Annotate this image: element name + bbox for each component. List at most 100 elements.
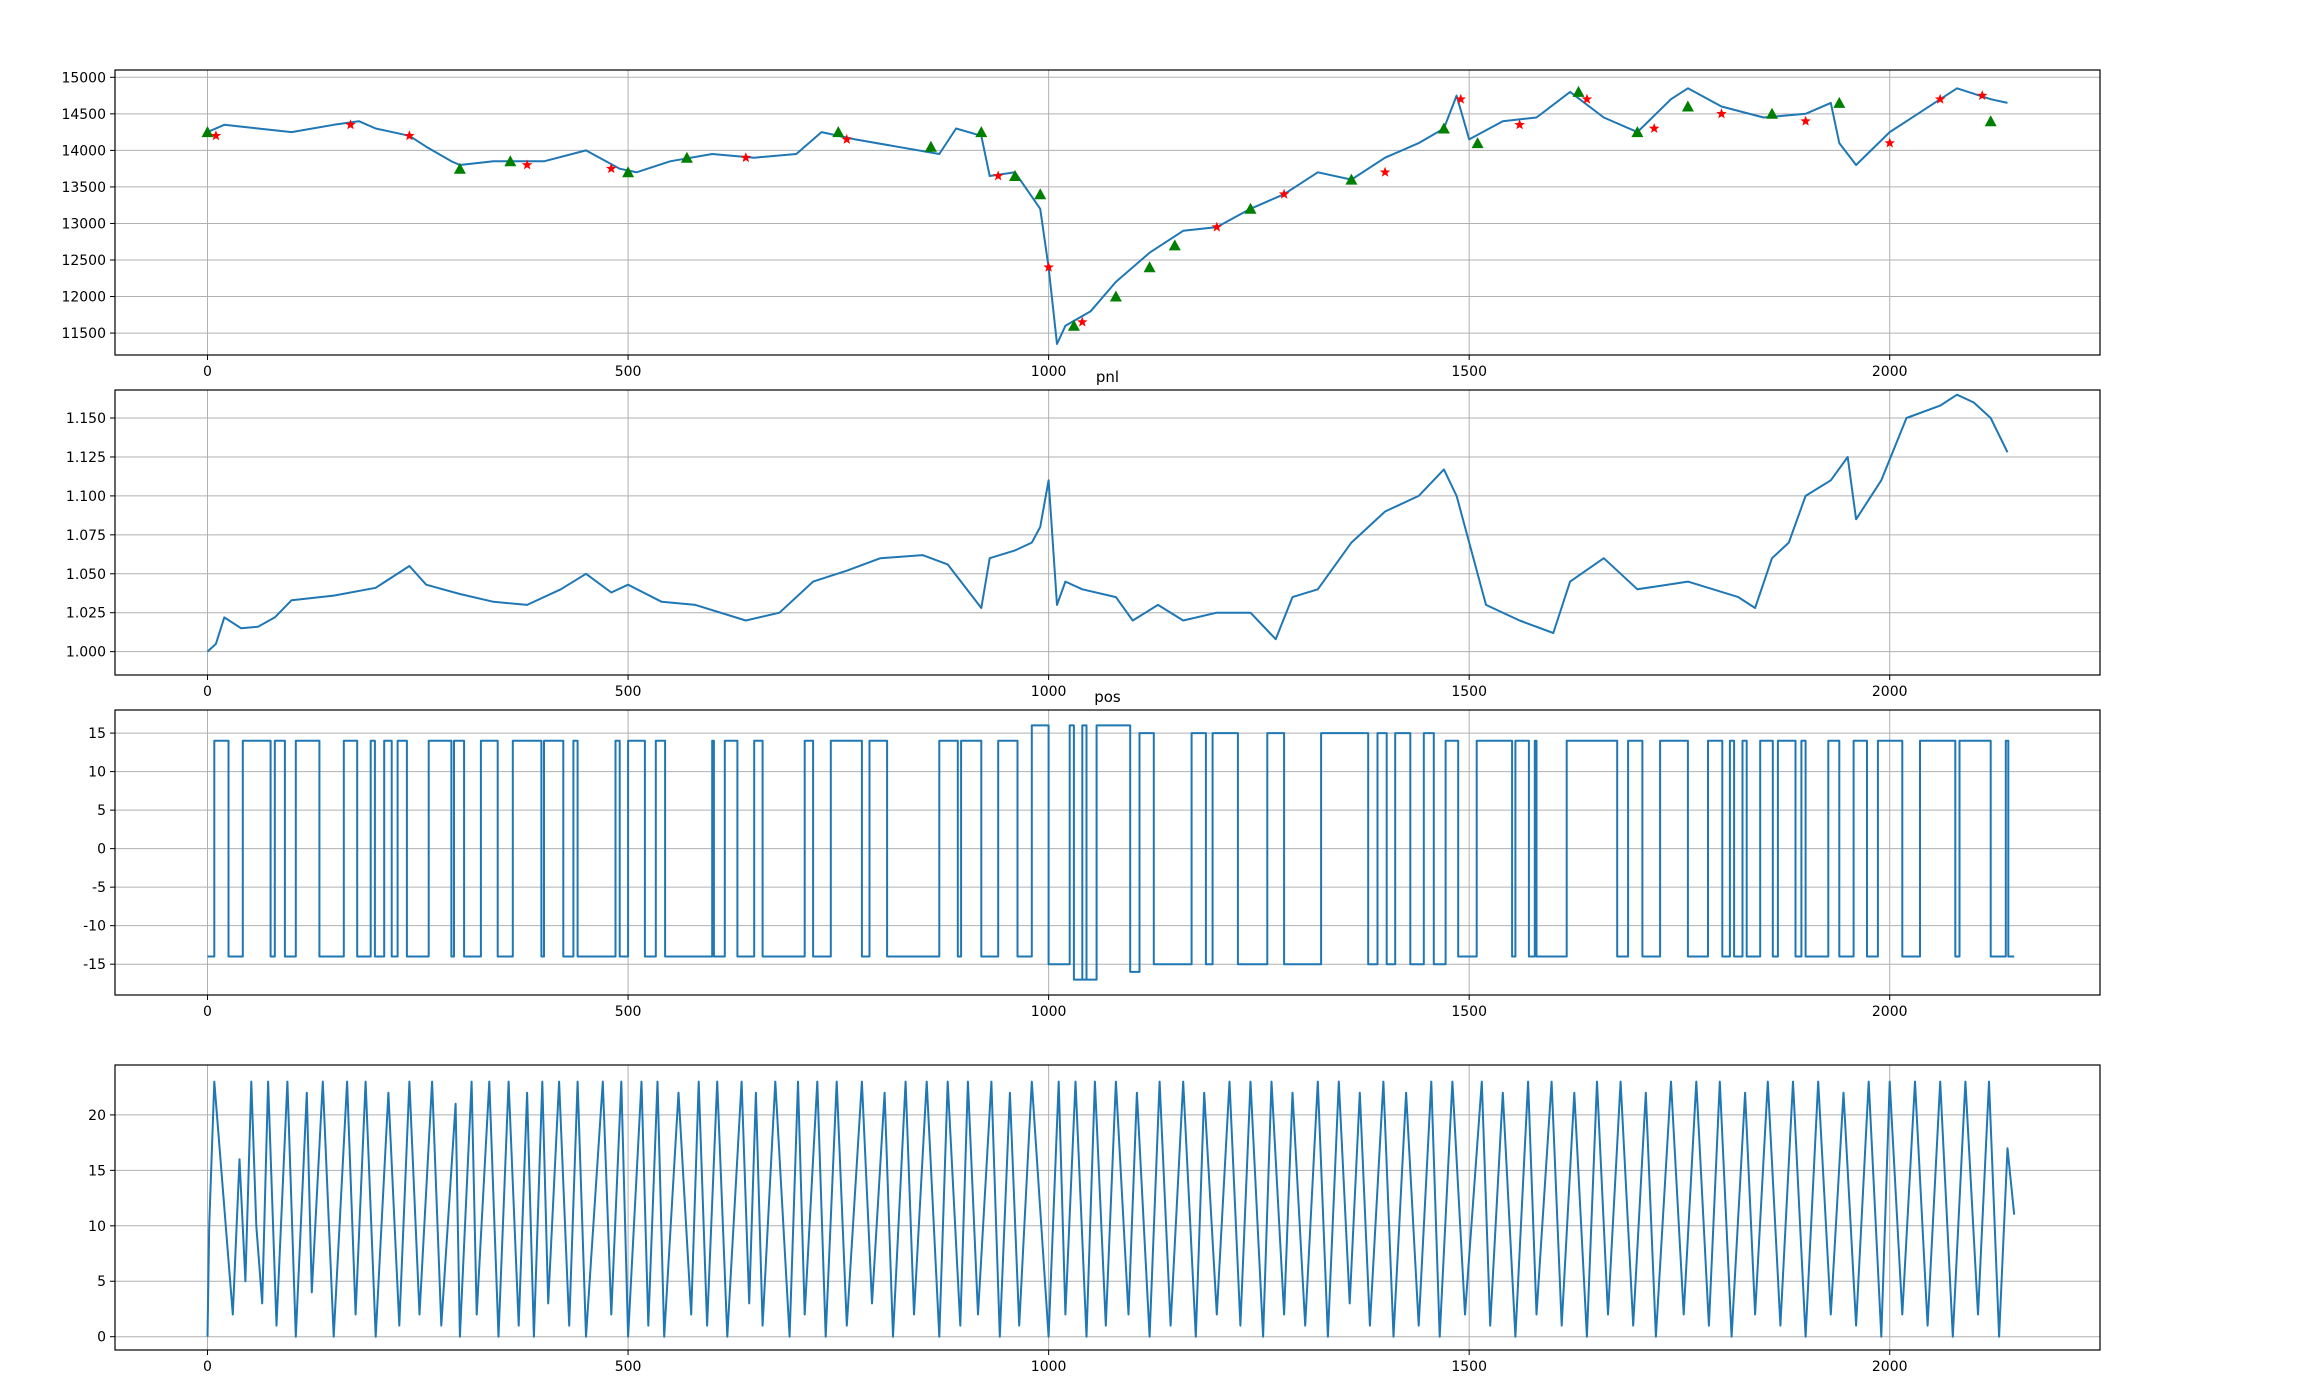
x-tick-label: 500 [615, 684, 642, 700]
subplot-3: 0 500 1000 1500 2000 -15 -10 -5 0 5 10 15 pos [83, 688, 2101, 1020]
y-tick-label: 5 [97, 803, 106, 819]
sell-marker [1514, 119, 1525, 130]
buy-marker [1034, 188, 1047, 200]
sell-marker [1649, 123, 1660, 133]
x-tick-label: 1000 [1031, 1359, 1067, 1375]
axes-frame [114, 709, 2101, 996]
sell-marker [740, 152, 752, 163]
buy-marker [832, 126, 845, 138]
buy-marker [1009, 170, 1021, 181]
x-tick-label: 1500 [1451, 1359, 1487, 1375]
x-tick-label: 0 [203, 364, 212, 380]
x-tick-label: 1500 [1451, 1004, 1487, 1020]
y-tick-label: 1.075 [66, 528, 106, 544]
sell-marker [1977, 90, 1988, 100]
sell-marker [210, 130, 222, 141]
buy-marker [1244, 202, 1257, 214]
buy-marker [1143, 261, 1156, 273]
y-tick-label: 1.100 [66, 489, 106, 505]
buy-marker [1471, 137, 1484, 149]
buy-marker [1345, 173, 1358, 185]
sell-marker [1455, 93, 1466, 104]
subplot-title: pos [1094, 688, 1121, 706]
buy-marker [1109, 290, 1122, 302]
sell-marker [1935, 93, 1946, 104]
x-tick-label: 1000 [1031, 364, 1067, 380]
buy-marker [975, 126, 988, 138]
x-tick-label: 2000 [1872, 1004, 1908, 1020]
sell-marker [992, 170, 1004, 181]
x-tick-label: 0 [203, 684, 212, 700]
buy-marker [1766, 107, 1778, 119]
x-tick-label: 2000 [1872, 684, 1908, 700]
sell-marker [1800, 115, 1811, 126]
series-line-1 [206, 393, 2009, 653]
buy-marker [1631, 126, 1644, 138]
buy-marker [1572, 85, 1585, 97]
buy-marker [924, 140, 937, 152]
x-tick-label: 500 [615, 1004, 642, 1020]
y-tick-label: 15000 [61, 70, 106, 86]
x-tick-label: 500 [615, 364, 642, 380]
sell-marker [1581, 93, 1593, 104]
y-tick-label: 11500 [61, 326, 106, 342]
y-tick-label: 0 [97, 842, 106, 858]
x-tick-label: 0 [203, 1004, 212, 1020]
y-tick-label: 12000 [61, 290, 106, 306]
buy-marker [1437, 122, 1450, 134]
sell-marker [1211, 221, 1223, 232]
buy-marker [622, 166, 635, 178]
buy-marker [1984, 115, 1997, 127]
x-tick-label: 1500 [1451, 364, 1487, 380]
y-tick-label: 1.150 [66, 411, 106, 427]
y-tick-label: 1.125 [66, 450, 106, 466]
x-tick-label: 1000 [1031, 684, 1067, 700]
buy-marker [1681, 100, 1694, 112]
subplot-title: pnl [1096, 368, 1119, 386]
buy-marker [504, 155, 517, 167]
sell-marker [841, 133, 852, 144]
sell-marker [404, 130, 415, 141]
subplot-2: 0 500 1000 1500 2000 1.000 1.025 1.050 1.075 1.10… [66, 368, 2101, 700]
y-tick-label: 15 [88, 726, 106, 742]
sell-marker [1884, 137, 1895, 148]
y-tick-label: 20 [88, 1108, 106, 1124]
buy-marker [1168, 239, 1181, 251]
sell-marker [1043, 261, 1054, 272]
sell-marker [1379, 166, 1391, 177]
buy-marker [201, 126, 214, 138]
sell-marker [521, 159, 533, 170]
y-tick-label: 1.050 [66, 567, 106, 583]
y-tick-label: 14000 [61, 143, 106, 159]
buy-marker [1833, 96, 1846, 108]
y-tick-label: 5 [97, 1274, 106, 1290]
x-tick-label: 2000 [1872, 1359, 1908, 1375]
y-tick-label: 15 [88, 1163, 106, 1179]
buy-marker [1067, 319, 1080, 331]
x-tick-label: 500 [615, 1359, 642, 1375]
y-tick-label: 0 [97, 1330, 106, 1346]
axes-frame [114, 1064, 2101, 1351]
subplot-1: 0 500 1000 1500 2000 11500 12000 12500 13000 1350… [61, 69, 2101, 380]
y-tick-label: 13500 [61, 180, 106, 196]
subplot-4: 0 500 1000 1500 2000 0 5 10 15 20 [88, 1064, 2101, 1375]
sell-marker [1716, 108, 1727, 119]
y-tick-label: 12500 [61, 253, 106, 269]
y-tick-label: -15 [83, 957, 106, 973]
y-tick-label: 13000 [61, 216, 106, 232]
sell-marker [606, 163, 617, 174]
y-tick-label: 10 [88, 765, 106, 781]
axes-frame [114, 69, 2101, 356]
x-tick-label: 1000 [1031, 1004, 1067, 1020]
y-tick-label: 10 [88, 1219, 106, 1235]
sell-marker [345, 119, 356, 130]
y-tick-label: 1.025 [66, 606, 106, 622]
series-line-1 [207, 87, 2008, 345]
series-line-1 [206, 1080, 2016, 1338]
x-tick-label: 1500 [1451, 684, 1487, 700]
x-tick-label: 2000 [1872, 364, 1908, 380]
axes-frame [114, 389, 2101, 676]
y-tick-label: -5 [92, 880, 106, 896]
y-tick-label: -10 [83, 919, 106, 935]
